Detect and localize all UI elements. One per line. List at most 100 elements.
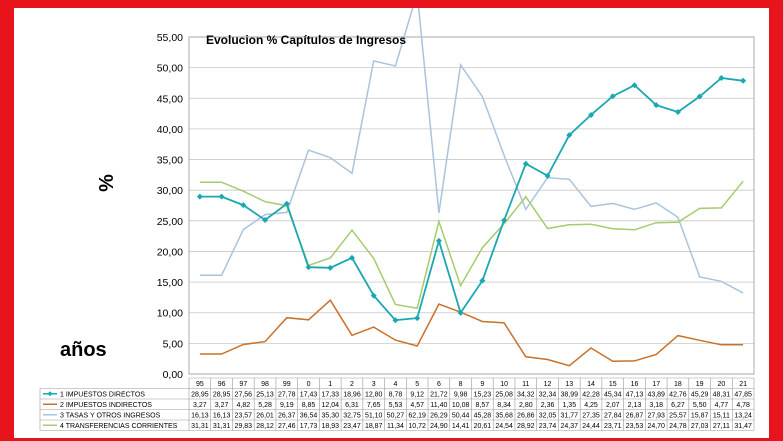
data-label: 48,31	[713, 392, 731, 399]
x-tick-label: 15	[609, 381, 617, 388]
y-tick-label: 25,00	[157, 216, 183, 228]
data-point	[609, 93, 616, 100]
y-tick-label: 5,00	[163, 338, 184, 350]
data-point	[240, 202, 247, 209]
y-tick-label: 55,00	[157, 32, 183, 44]
data-point	[588, 111, 595, 118]
data-label: 31,47	[734, 423, 752, 430]
data-point	[414, 315, 421, 322]
data-label: 3,18	[649, 402, 663, 409]
data-label: 27,56	[235, 392, 253, 399]
y-tick-label: 10,00	[157, 308, 183, 320]
data-label: 2,13	[628, 402, 642, 409]
x-tick-label: 9	[480, 381, 484, 388]
data-label: 20,61	[474, 423, 492, 430]
y-tick-label: 50,00	[157, 63, 183, 75]
data-point	[327, 264, 334, 271]
data-label: 31,31	[213, 423, 231, 430]
data-label: 27,78	[278, 392, 296, 399]
legend-entry: 4 TRANSFERENCIAS CORRIENTES	[60, 423, 178, 430]
data-label: 32,75	[343, 413, 361, 420]
data-label: 3,27	[193, 402, 207, 409]
series-line-1	[199, 77, 744, 322]
x-tick-label: 12	[544, 381, 552, 388]
data-label: 45,28	[474, 413, 492, 420]
data-label: 10,72	[408, 423, 426, 430]
x-tick-label: 16	[631, 381, 639, 388]
data-label: 18,87	[365, 423, 383, 430]
data-label: 23,74	[539, 423, 557, 430]
data-point	[283, 200, 290, 207]
legend-entry: 2 IMPUESTOS INDIRECTOS	[60, 402, 152, 409]
plot-frame	[188, 36, 755, 375]
data-label: 47,13	[626, 392, 644, 399]
data-label: 27,84	[604, 413, 622, 420]
data-label: 5,53	[389, 402, 403, 409]
data-label: 31,31	[191, 423, 209, 430]
data-label: 17,43	[300, 392, 318, 399]
data-label: 24,54	[495, 423, 513, 430]
x-tick-label: 98	[261, 381, 269, 388]
data-label: 24,70	[647, 423, 665, 430]
x-tick-label: 2	[350, 381, 354, 388]
data-label: 2,80	[519, 402, 533, 409]
x-tick-label: 1	[328, 381, 332, 388]
x-tick-label: 3	[372, 381, 376, 388]
data-label: 11,34	[387, 423, 404, 430]
data-point	[370, 292, 377, 299]
data-label: 8,57	[476, 402, 490, 409]
data-point	[305, 264, 312, 271]
data-point	[479, 277, 486, 284]
data-label: 2,07	[606, 402, 620, 409]
data-label: 23,53	[626, 423, 644, 430]
data-point	[218, 193, 225, 200]
x-tick-label: 6	[437, 381, 441, 388]
data-label: 4,57	[410, 402, 424, 409]
y-tick-label: 40,00	[157, 124, 183, 136]
data-label: 4,78	[736, 402, 750, 409]
data-label: 16,13	[191, 413, 209, 420]
data-label: 25,57	[669, 413, 687, 420]
data-label: 4,25	[584, 402, 598, 409]
data-label: 14,41	[452, 423, 470, 430]
legend-marker	[47, 391, 53, 397]
data-label: 42,28	[582, 392, 600, 399]
data-label: 2,36	[541, 402, 555, 409]
x-tick-label: 97	[239, 381, 247, 388]
legend-entry: 3 TASAS Y OTROS INGRESOS	[60, 413, 161, 420]
data-point	[740, 77, 747, 84]
data-label: 3,27	[215, 402, 229, 409]
data-label: 18,96	[343, 392, 361, 399]
data-label: 24,44	[582, 423, 600, 430]
data-point	[544, 172, 551, 179]
data-label: 8,78	[389, 392, 403, 399]
data-label: 45,29	[691, 392, 709, 399]
data-label: 15,87	[691, 413, 709, 420]
chart: 0,005,0010,0015,0020,0025,0030,0035,0040…	[39, 8, 755, 431]
data-label: 35,68	[495, 413, 513, 420]
data-label: 29,83	[235, 423, 253, 430]
data-label: 23,71	[604, 423, 622, 430]
data-point	[653, 102, 660, 109]
data-label: 5,50	[693, 402, 707, 409]
data-label: 28,12	[256, 423, 274, 430]
data-label: 24,78	[669, 423, 687, 430]
x-tick-label: 96	[218, 381, 226, 388]
data-label: 26,86	[517, 413, 535, 420]
data-point	[631, 82, 638, 89]
data-label: 32,05	[539, 413, 557, 420]
data-label: 27,11	[713, 423, 730, 430]
data-label: 27,93	[647, 413, 665, 420]
data-label: 6,27	[671, 402, 685, 409]
data-point	[457, 309, 464, 316]
data-label: 4,77	[715, 402, 729, 409]
data-label: 9,98	[454, 392, 468, 399]
data-label: 43,89	[647, 392, 665, 399]
x-tick-label: 0	[307, 381, 311, 388]
data-label: 28,95	[213, 392, 231, 399]
series-line-4	[199, 180, 744, 310]
x-tick-label: 17	[652, 381, 660, 388]
data-label: 23,47	[343, 423, 361, 430]
data-label: 23,57	[235, 413, 253, 420]
data-label: 36,54	[300, 413, 318, 420]
